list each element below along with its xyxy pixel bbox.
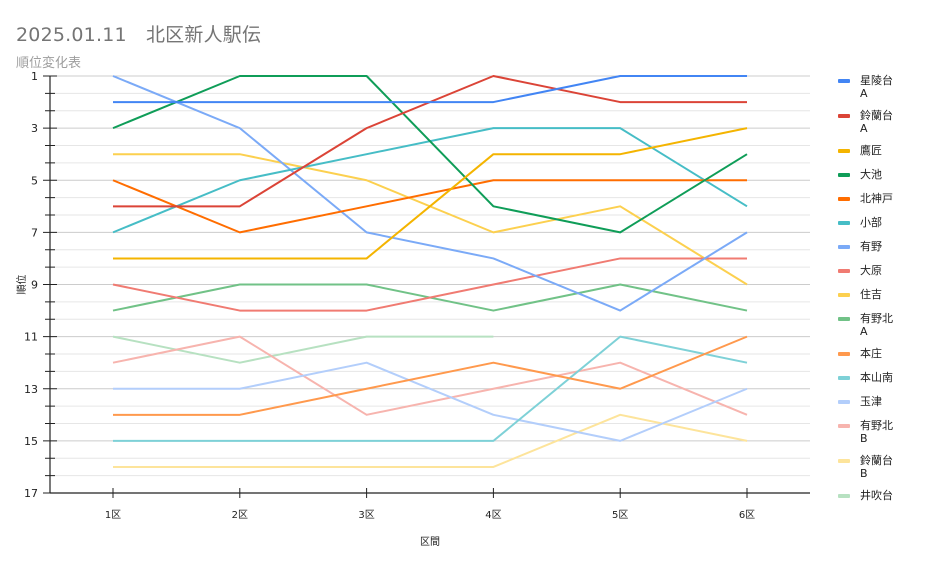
- y-tick-label: 15: [24, 435, 38, 448]
- y-tick-label: 3: [31, 122, 38, 135]
- legend-item[interactable]: 有野北B: [838, 419, 900, 445]
- legend-label: 小部: [860, 216, 882, 229]
- legend-label: 本庄: [860, 347, 882, 360]
- y-axis-title: 順位: [15, 275, 28, 295]
- legend-label: 大池: [860, 168, 882, 181]
- legend-swatch-icon: [838, 376, 850, 380]
- chart-title: 2025.01.11 北区新人駅伝: [16, 24, 262, 46]
- legend-swatch-icon: [838, 269, 850, 273]
- legend-label: 有野北B: [860, 419, 893, 445]
- legend-item[interactable]: 有野北A: [838, 312, 900, 338]
- legend-item[interactable]: 鈴蘭台A: [838, 109, 900, 135]
- y-tick-label: 7: [31, 226, 38, 239]
- series-line[interactable]: [112, 75, 748, 312]
- legend-label: 有野北A: [860, 312, 893, 338]
- y-tick-label: 1: [31, 70, 38, 83]
- legend-label: 井吹台: [860, 489, 893, 502]
- legend-swatch-icon: [838, 114, 850, 118]
- legend-item[interactable]: 本庄: [838, 347, 900, 360]
- legend-label: 鈴蘭台B: [860, 454, 893, 480]
- x-tick-label: 3区: [358, 509, 374, 521]
- legend-swatch-icon: [838, 245, 850, 249]
- series-line[interactable]: [112, 179, 747, 234]
- x-tick-label: 6区: [739, 509, 755, 521]
- legend-item[interactable]: 小部: [838, 216, 900, 229]
- series-line[interactable]: [113, 127, 748, 260]
- legend-item[interactable]: 鷹匠: [838, 144, 900, 157]
- legend-swatch-icon: [838, 400, 850, 404]
- legend-swatch-icon: [838, 173, 850, 177]
- legend-label: 大原: [860, 264, 882, 277]
- series-line[interactable]: [112, 335, 748, 416]
- series-lines: [112, 75, 748, 468]
- legend-item[interactable]: 有野: [838, 240, 900, 253]
- legend-swatch-icon: [838, 149, 850, 153]
- series-line[interactable]: [113, 361, 748, 442]
- legend-swatch-icon: [838, 317, 850, 321]
- y-tick-label: 9: [31, 279, 38, 292]
- legend-label: 星陵台A: [860, 74, 893, 100]
- x-axis-title: 区間: [420, 536, 440, 548]
- x-tick-label: 2区: [232, 509, 248, 521]
- legend-swatch-icon: [838, 197, 850, 201]
- legend-item[interactable]: 大池: [838, 168, 900, 181]
- legend-item[interactable]: 北神戸: [838, 192, 900, 205]
- x-tick-label: 5区: [612, 509, 628, 521]
- legend-item[interactable]: 星陵台A: [838, 74, 900, 100]
- legend-label: 鈴蘭台A: [860, 109, 893, 135]
- legend-item[interactable]: 玉津: [838, 395, 900, 408]
- series-line[interactable]: [113, 413, 748, 468]
- legend-swatch-icon: [838, 459, 850, 463]
- y-tick-label: 17: [24, 487, 38, 500]
- series-line[interactable]: [112, 257, 747, 312]
- y-tick-label: 13: [24, 383, 38, 396]
- legend-label: 本山南: [860, 371, 893, 384]
- legend-swatch-icon: [838, 352, 850, 356]
- series-line[interactable]: [113, 75, 747, 104]
- legend-swatch-icon: [838, 79, 850, 83]
- legend-label: 北神戸: [860, 192, 893, 205]
- legend-swatch-icon: [838, 221, 850, 225]
- legend-swatch-icon: [838, 424, 850, 428]
- legend-item[interactable]: 住吉: [838, 288, 900, 301]
- legend-item[interactable]: 大原: [838, 264, 900, 277]
- chart-subtitle: 順位変化表: [16, 56, 82, 71]
- series-line[interactable]: [112, 335, 494, 364]
- legend-item[interactable]: 本山南: [838, 371, 900, 384]
- legend-item[interactable]: 井吹台: [838, 489, 900, 502]
- legend-label: 玉津: [860, 395, 882, 408]
- legend-label: 有野: [860, 240, 882, 253]
- legend-label: 住吉: [860, 288, 882, 301]
- legend-item[interactable]: 鈴蘭台B: [838, 454, 900, 480]
- series-line[interactable]: [112, 75, 748, 234]
- legend-label: 鷹匠: [860, 144, 882, 157]
- y-tick-label: 5: [31, 174, 38, 187]
- legend-swatch-icon: [838, 293, 850, 297]
- y-tick-label: 11: [24, 331, 38, 344]
- legend-swatch-icon: [838, 494, 850, 498]
- x-tick-label: 4区: [485, 509, 501, 521]
- x-tick-label: 1区: [105, 509, 121, 521]
- series-line[interactable]: [113, 335, 748, 442]
- series-line[interactable]: [113, 335, 748, 416]
